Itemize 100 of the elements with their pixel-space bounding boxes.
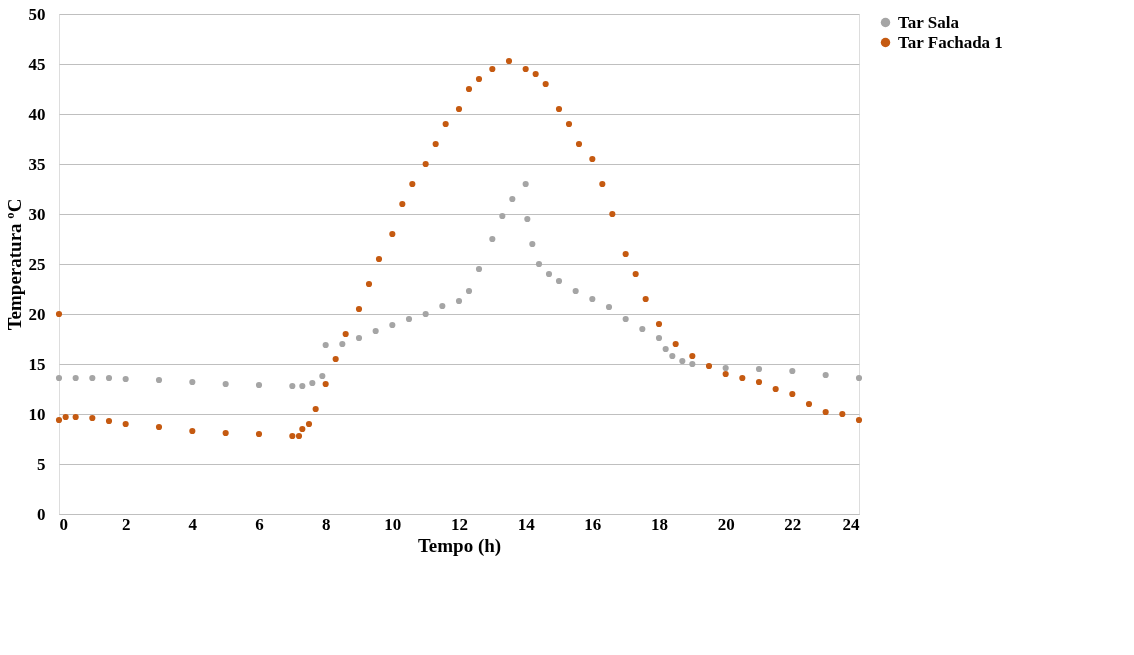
- point: [289, 432, 296, 440]
- point: [322, 380, 329, 388]
- point: [499, 212, 506, 220]
- point: [105, 417, 113, 425]
- point: [222, 380, 229, 388]
- point: [755, 378, 763, 386]
- x-tick-label: 10: [384, 514, 402, 534]
- point: [822, 371, 829, 379]
- point: [632, 270, 639, 278]
- point: [289, 382, 296, 390]
- point: [789, 367, 796, 375]
- y-tick-label: 45: [28, 54, 46, 74]
- point: [722, 364, 729, 372]
- point: [689, 360, 696, 368]
- point: [535, 260, 543, 268]
- point: [755, 365, 763, 373]
- y-tick-label: 5: [37, 454, 46, 474]
- point: [639, 325, 646, 333]
- x-tick-label: 0: [59, 514, 68, 534]
- point: [55, 310, 63, 318]
- x-tick-label: 4: [188, 514, 198, 534]
- point: [545, 270, 553, 278]
- point: [475, 265, 483, 273]
- point: [422, 310, 429, 318]
- point: [405, 315, 413, 323]
- point: [299, 382, 306, 390]
- point: [255, 430, 263, 438]
- point: [72, 374, 79, 382]
- x-tick-label: 16: [584, 514, 602, 534]
- point: [522, 65, 529, 73]
- x-tick-label: 6: [255, 514, 264, 534]
- point: [372, 327, 379, 335]
- point: [855, 416, 863, 424]
- point: [722, 370, 729, 378]
- point: [319, 372, 326, 380]
- point: [89, 414, 96, 422]
- y-axis-title: Temperatura ºC: [3, 198, 25, 331]
- point: [62, 413, 69, 421]
- point: [89, 374, 96, 382]
- point: [432, 140, 439, 148]
- point: [589, 155, 596, 163]
- point: [524, 215, 531, 223]
- point: [155, 376, 163, 384]
- point: [505, 57, 513, 65]
- point: [355, 305, 363, 313]
- point: [295, 432, 303, 440]
- point: [155, 423, 163, 431]
- point: [389, 230, 396, 238]
- point: [822, 408, 829, 416]
- point: [662, 345, 669, 353]
- point: [555, 277, 563, 285]
- y-tick-label: 20: [28, 304, 46, 324]
- point: [655, 320, 663, 328]
- x-tick-label: 24: [842, 514, 860, 534]
- point: [399, 200, 406, 208]
- x-tick-label: 2: [121, 514, 131, 534]
- point: [509, 195, 516, 203]
- point: [689, 352, 696, 360]
- point: [475, 75, 483, 83]
- point: [442, 120, 449, 128]
- point: [439, 302, 446, 310]
- point: [255, 381, 263, 389]
- y-tick-label: 10: [28, 404, 46, 424]
- point: [705, 362, 713, 370]
- point: [72, 413, 79, 421]
- point: [572, 287, 579, 295]
- point: [839, 410, 846, 418]
- y-tick-label: 15: [28, 354, 46, 374]
- y-tick-label: 30: [28, 204, 46, 224]
- point: [805, 400, 813, 408]
- point: [309, 379, 316, 387]
- x-tick-label: 18: [651, 514, 668, 534]
- x-tick-label: 20: [717, 514, 735, 534]
- x-tick-label: 22: [784, 514, 802, 534]
- point: [529, 240, 536, 248]
- point: [532, 70, 539, 78]
- point: [189, 427, 196, 435]
- point: [365, 280, 373, 288]
- point: [489, 65, 496, 73]
- point: [465, 287, 473, 295]
- point: [605, 303, 613, 311]
- point: [772, 385, 779, 393]
- point: [672, 340, 679, 348]
- point: [122, 375, 129, 383]
- point: [422, 160, 429, 168]
- point: [655, 334, 663, 342]
- point: [222, 429, 229, 437]
- point: [189, 378, 196, 386]
- point: [339, 340, 346, 348]
- point: [489, 235, 496, 243]
- x-axis-title: Tempo (h): [417, 534, 502, 557]
- point: [55, 416, 63, 424]
- point: [589, 295, 596, 303]
- point: [305, 420, 313, 428]
- point: [565, 120, 573, 128]
- point: [312, 405, 319, 413]
- point: [542, 80, 549, 88]
- legend-label: Tar Sala: [898, 12, 960, 32]
- point: [669, 352, 676, 360]
- point: [609, 210, 616, 218]
